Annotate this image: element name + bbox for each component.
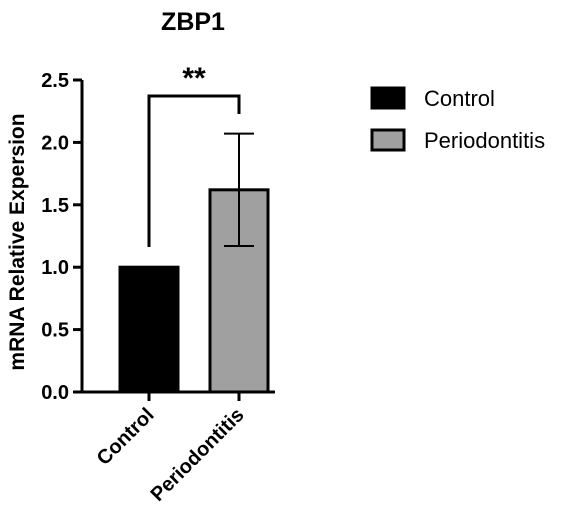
legend-swatch-periodontitis bbox=[370, 128, 406, 152]
legend-swatch-control bbox=[370, 86, 406, 110]
y-tick-label: 1.0 bbox=[41, 257, 69, 279]
legend-label-control: Control bbox=[424, 86, 495, 111]
y-tick-label: 0.5 bbox=[41, 320, 69, 342]
y-tick-label: 2.5 bbox=[41, 70, 69, 92]
chart-title: ZBP1 bbox=[161, 8, 225, 36]
x-tick-label: Periodontitis bbox=[147, 404, 249, 506]
x-tick-label: Control bbox=[93, 404, 159, 470]
y-tick-label: 1.5 bbox=[41, 195, 69, 217]
significance-bracket bbox=[147, 94, 241, 247]
y-axis-label: mRNA Relative Expersion bbox=[6, 113, 29, 370]
bar-control bbox=[118, 265, 180, 394]
y-tick-label: 0.0 bbox=[41, 382, 69, 404]
legend-label-periodontitis: Periodontitis bbox=[424, 128, 545, 153]
y-tick-label: 2.0 bbox=[41, 132, 69, 154]
significance-marker: ** bbox=[182, 62, 206, 95]
legend: Control Periodontitis bbox=[370, 86, 545, 153]
